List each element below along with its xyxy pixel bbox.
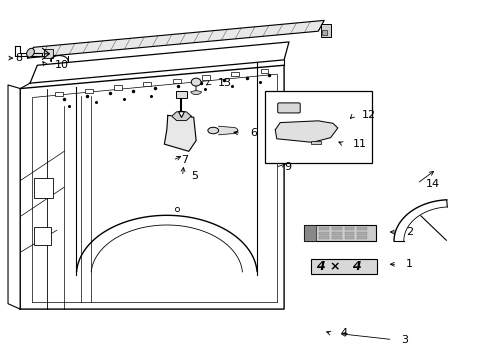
Bar — [344, 231, 354, 234]
Bar — [311, 140, 321, 144]
Bar — [34, 226, 51, 244]
Text: 5: 5 — [191, 171, 198, 181]
Bar — [85, 89, 93, 93]
Wedge shape — [191, 90, 202, 95]
Bar — [344, 227, 354, 230]
FancyBboxPatch shape — [278, 103, 300, 113]
Bar — [357, 236, 367, 239]
Ellipse shape — [208, 127, 219, 134]
Bar — [265, 91, 372, 163]
Bar — [332, 227, 342, 230]
Bar — [319, 227, 329, 230]
Bar — [357, 227, 367, 230]
Polygon shape — [164, 116, 196, 151]
Bar — [34, 178, 53, 198]
Text: 4: 4 — [316, 260, 324, 273]
Bar — [261, 69, 269, 73]
Ellipse shape — [26, 48, 34, 57]
Text: 6: 6 — [250, 129, 257, 138]
Bar — [319, 231, 329, 234]
Text: 11: 11 — [352, 139, 367, 149]
Bar — [304, 225, 316, 241]
Bar — [344, 236, 354, 239]
Text: 9: 9 — [284, 162, 291, 172]
Bar — [357, 231, 367, 234]
Polygon shape — [172, 112, 191, 121]
Text: 12: 12 — [362, 111, 376, 121]
Text: 10: 10 — [54, 60, 69, 70]
Text: 8: 8 — [15, 53, 23, 63]
Bar — [175, 91, 187, 98]
Text: 13: 13 — [218, 78, 232, 88]
Ellipse shape — [191, 78, 201, 86]
Polygon shape — [27, 21, 324, 58]
Polygon shape — [219, 126, 238, 135]
Text: 7: 7 — [181, 155, 189, 165]
Text: 1: 1 — [406, 259, 413, 269]
Bar — [202, 76, 210, 80]
Bar — [322, 31, 327, 35]
Bar — [304, 225, 376, 241]
Text: 14: 14 — [426, 179, 440, 189]
Bar — [172, 79, 180, 83]
FancyArrowPatch shape — [42, 48, 49, 59]
Bar — [144, 82, 151, 86]
Text: 4: 4 — [340, 328, 347, 338]
Bar — [332, 236, 342, 239]
Bar — [311, 259, 377, 274]
Text: ×: × — [329, 260, 340, 273]
Bar — [55, 92, 63, 96]
Bar — [114, 85, 122, 90]
Text: 4: 4 — [352, 260, 361, 273]
Bar — [231, 72, 239, 76]
Polygon shape — [275, 121, 338, 142]
Text: 2: 2 — [406, 227, 414, 237]
Text: 3: 3 — [401, 334, 408, 345]
Bar — [332, 231, 342, 234]
Bar — [319, 236, 329, 239]
Bar — [321, 24, 331, 37]
Bar — [44, 49, 53, 58]
